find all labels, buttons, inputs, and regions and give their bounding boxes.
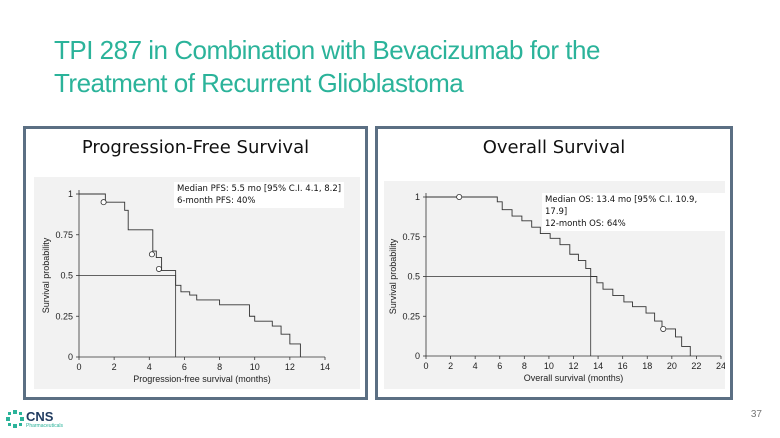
pfs-y-tick-label: 0 — [68, 352, 73, 362]
pfs-x-tick-label: 4 — [147, 362, 152, 372]
pfs-y-tick-label: 1 — [68, 189, 73, 199]
pfs-annotation-line-1: Median PFS: 5.5 mo [95% C.I. 4.1, 8.2] — [177, 184, 342, 194]
os-x-tick-label: 6 — [497, 361, 502, 371]
os-x-tick-label: 22 — [691, 361, 701, 371]
pfs-median-line — [79, 275, 177, 357]
os-y-tick-label: 0.75 — [402, 232, 420, 242]
os-x-tick-label: 16 — [618, 361, 628, 371]
pfs-kaplan-meier-chart: 0 2 4 6 8 10 12 14 0 0.25 0.5 0.75 1 Progression-free… — [41, 189, 330, 384]
pfs-x-tick-label: 6 — [182, 362, 187, 372]
os-censor-mark — [456, 193, 463, 200]
os-plot-area: 0 2 4 6 8 10 12 14 16 18 20 22 24 0 0.25 0.5 0.75 1 Overal… — [384, 181, 725, 389]
os-panel-title: Overall Survival — [482, 137, 626, 158]
cns-logo: CNS Pharmaceuticals — [6, 407, 76, 433]
os-x-tick-label: 8 — [522, 361, 527, 371]
title-line-1: TPI 287 in Combination with Bevacizumab … — [54, 35, 600, 65]
os-chart-panel: Overall Survival 0 2 4 6 8 10 12 14 16 18 20 22 24 0 0… — [375, 126, 733, 400]
pfs-y-tick-label: 0.75 — [55, 230, 73, 240]
pfs-y-tick-label: 0.5 — [60, 271, 73, 281]
pfs-censor-mark — [100, 199, 107, 206]
pfs-x-tick-label: 14 — [320, 362, 330, 372]
os-y-tick-label: 0.5 — [407, 272, 420, 282]
os-survival-curve — [426, 196, 691, 356]
os-y-tick-label: 0.25 — [402, 311, 420, 321]
logo-text: CNS — [26, 409, 54, 424]
os-annotation-line-2: 12-month OS: 64% — [545, 219, 626, 229]
os-y-tick-label: 1 — [415, 192, 420, 202]
os-x-tick-label: 14 — [593, 361, 603, 371]
pfs-annotation-line-2: 6-month PFS: 40% — [177, 196, 256, 206]
pfs-y-axis-label: Survival probability — [41, 237, 51, 313]
pfs-y-tick-label: 0.25 — [55, 311, 73, 321]
os-y-tick-label: 0 — [415, 351, 420, 361]
os-x-tick-label: 20 — [667, 361, 677, 371]
pfs-annotation: Median PFS: 5.5 mo [95% C.I. 4.1, 8.2] 6… — [174, 182, 345, 208]
logo-subtext: Pharmaceuticals — [26, 423, 63, 429]
pfs-censor-mark — [148, 251, 155, 258]
os-median-line — [426, 276, 592, 356]
os-x-tick-label: 10 — [544, 361, 554, 371]
pfs-x-tick-label: 12 — [285, 362, 295, 372]
os-annotation-line-1: Median OS: 13.4 mo [95% C.I. 10.9, 17.9] — [545, 195, 698, 217]
cns-logo-icon — [6, 410, 24, 428]
os-x-tick-label: 2 — [448, 361, 453, 371]
os-x-axis-label: Overall survival (months) — [524, 373, 624, 383]
os-x-tick-label: 18 — [642, 361, 652, 371]
pfs-x-tick-label: 8 — [217, 362, 222, 372]
os-y-axis-label: Survival probability — [388, 238, 398, 314]
os-x-tick-label: 4 — [473, 361, 478, 371]
pfs-chart-panel: Progression-Free Survival 0 2 4 6 8 10 12 14 0 0.… — [23, 126, 368, 400]
pfs-x-tick-label: 0 — [76, 362, 81, 372]
pfs-x-tick-label: 2 — [112, 362, 117, 372]
pfs-x-axis-label: Progression-free survival (months) — [133, 374, 271, 384]
pfs-survival-curve — [79, 193, 301, 357]
os-x-tick-label: 24 — [716, 361, 725, 371]
slide-title: TPI 287 in Combination with Bevacizumab … — [54, 34, 754, 100]
pfs-x-tick-label: 10 — [250, 362, 260, 372]
os-x-tick-label: 0 — [423, 361, 428, 371]
os-censor-mark — [660, 325, 667, 332]
pfs-censor-mark — [155, 265, 162, 272]
title-line-2: Treatment of Recurrent Glioblastoma — [54, 68, 464, 98]
pfs-plot-area: 0 2 4 6 8 10 12 14 0 0.25 0.5 0.75 1 Progression-free… — [34, 177, 360, 389]
page-number: 37 — [750, 409, 762, 420]
pfs-panel-title: Progression-Free Survival — [81, 137, 310, 158]
os-annotation: Median OS: 13.4 mo [95% C.I. 10.9, 17.9]… — [542, 193, 725, 231]
os-x-tick-label: 12 — [568, 361, 578, 371]
os-kaplan-meier-chart: 0 2 4 6 8 10 12 14 16 18 20 22 2400.250.50.751Overal… — [388, 192, 725, 383]
